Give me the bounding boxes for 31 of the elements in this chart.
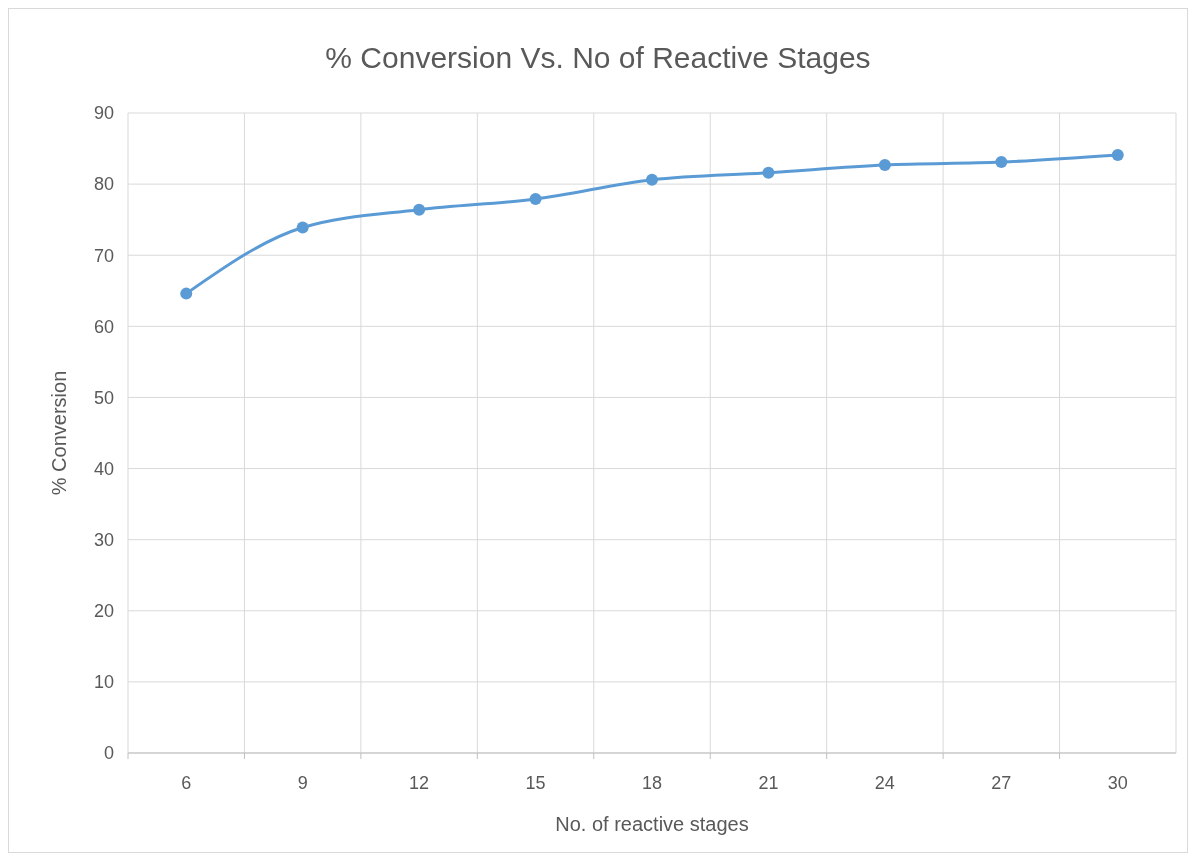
x-tick-label: 15 — [525, 773, 546, 793]
point — [180, 287, 193, 300]
x-tick-label: 24 — [874, 773, 895, 793]
point — [296, 221, 309, 234]
point — [878, 158, 891, 171]
y-tick-label: 0 — [103, 743, 114, 764]
x-tick-label: 30 — [1107, 773, 1128, 793]
y-tick-label: 20 — [93, 601, 114, 622]
y-tick-label: 50 — [93, 387, 114, 408]
y-tick-label: 10 — [93, 672, 114, 693]
y-axis-title: % Conversion — [48, 370, 70, 496]
x-tick-label: 18 — [641, 773, 663, 793]
x-axis-title: No. of reactive stages — [555, 813, 749, 835]
point — [529, 193, 542, 206]
point — [762, 166, 775, 179]
point — [413, 203, 426, 216]
x-tick-label: 6 — [181, 773, 192, 793]
y-tick-label: 90 — [93, 103, 114, 124]
y-tick-label: 40 — [93, 458, 114, 479]
y-tick-label: 80 — [93, 174, 114, 195]
chart-title: % Conversion Vs. No of Reactive Stages — [325, 41, 871, 74]
point — [995, 156, 1008, 169]
point — [646, 173, 658, 186]
x-tick-label: 27 — [991, 773, 1012, 793]
point — [1111, 148, 1124, 161]
x-tick-label: 9 — [297, 773, 308, 793]
y-tick-label: 70 — [93, 245, 114, 266]
x-tick-label: 21 — [758, 773, 779, 793]
x-tick-label: 12 — [409, 773, 430, 793]
y-tick-label: 30 — [93, 529, 114, 550]
y-tick-label: 60 — [93, 316, 114, 337]
